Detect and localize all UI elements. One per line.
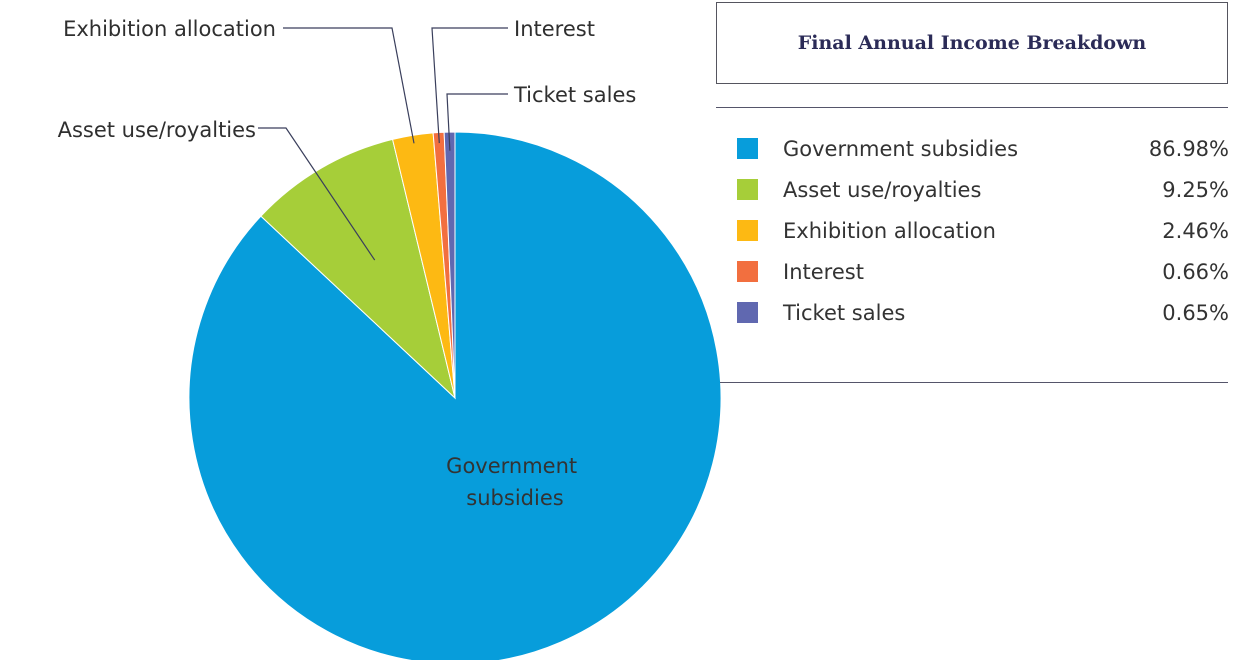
chart-title: Final Annual Income Breakdown — [797, 32, 1147, 54]
legend-item: Government subsidies 86.98% — [737, 128, 1229, 169]
legend-value: 0.66% — [1162, 259, 1229, 284]
legend-swatch — [737, 138, 758, 159]
callout-label: Asset use/royalties — [58, 118, 256, 142]
callout-leader-line — [446, 93, 508, 151]
legend-bottom-rule — [720, 382, 1228, 383]
legend-value: 0.65% — [1162, 300, 1229, 325]
callout-leader-lines — [258, 27, 508, 261]
legend-item: Interest 0.66% — [737, 251, 1229, 292]
legend-swatch — [737, 220, 758, 241]
callout-leader-line — [431, 27, 508, 144]
legend-label: Ticket sales — [783, 300, 906, 325]
legend-value: 2.46% — [1162, 218, 1229, 243]
legend: Government subsidies 86.98% Asset use/ro… — [737, 128, 1229, 333]
legend-item: Asset use/royalties 9.25% — [737, 169, 1229, 210]
legend-swatch — [737, 179, 758, 200]
legend-value: 86.98% — [1148, 136, 1229, 161]
inside-label-line-2: subsidies — [466, 486, 563, 510]
callout-labels: Asset use/royalties Exhibition allocation… — [58, 17, 637, 142]
pie-slices — [188, 131, 722, 660]
legend-label: Asset use/royalties — [783, 177, 982, 202]
callout-label: Exhibition allocation — [63, 17, 276, 41]
legend-label: Government subsidies — [783, 136, 1019, 161]
inside-slice-label: Government subsidies — [446, 454, 584, 510]
legend-top-rule — [716, 107, 1228, 108]
legend-swatch — [737, 302, 758, 323]
legend-item: Ticket sales 0.65% — [737, 292, 1229, 333]
chart-title-box: Final Annual Income Breakdown — [716, 2, 1228, 84]
legend-swatch — [737, 261, 758, 282]
legend-value: 9.25% — [1162, 177, 1229, 202]
callout-leader-line — [258, 127, 376, 261]
legend-item: Exhibition allocation 2.46% — [737, 210, 1229, 251]
callout-leader-line — [283, 27, 415, 144]
callout-label: Ticket sales — [513, 83, 636, 107]
legend-label: Exhibition allocation — [783, 218, 996, 243]
pie-slice — [260, 138, 456, 400]
legend-label: Interest — [783, 259, 864, 284]
pie-slice — [443, 131, 456, 399]
inside-label-line-1: Government — [446, 454, 577, 478]
callout-label: Interest — [514, 17, 595, 41]
